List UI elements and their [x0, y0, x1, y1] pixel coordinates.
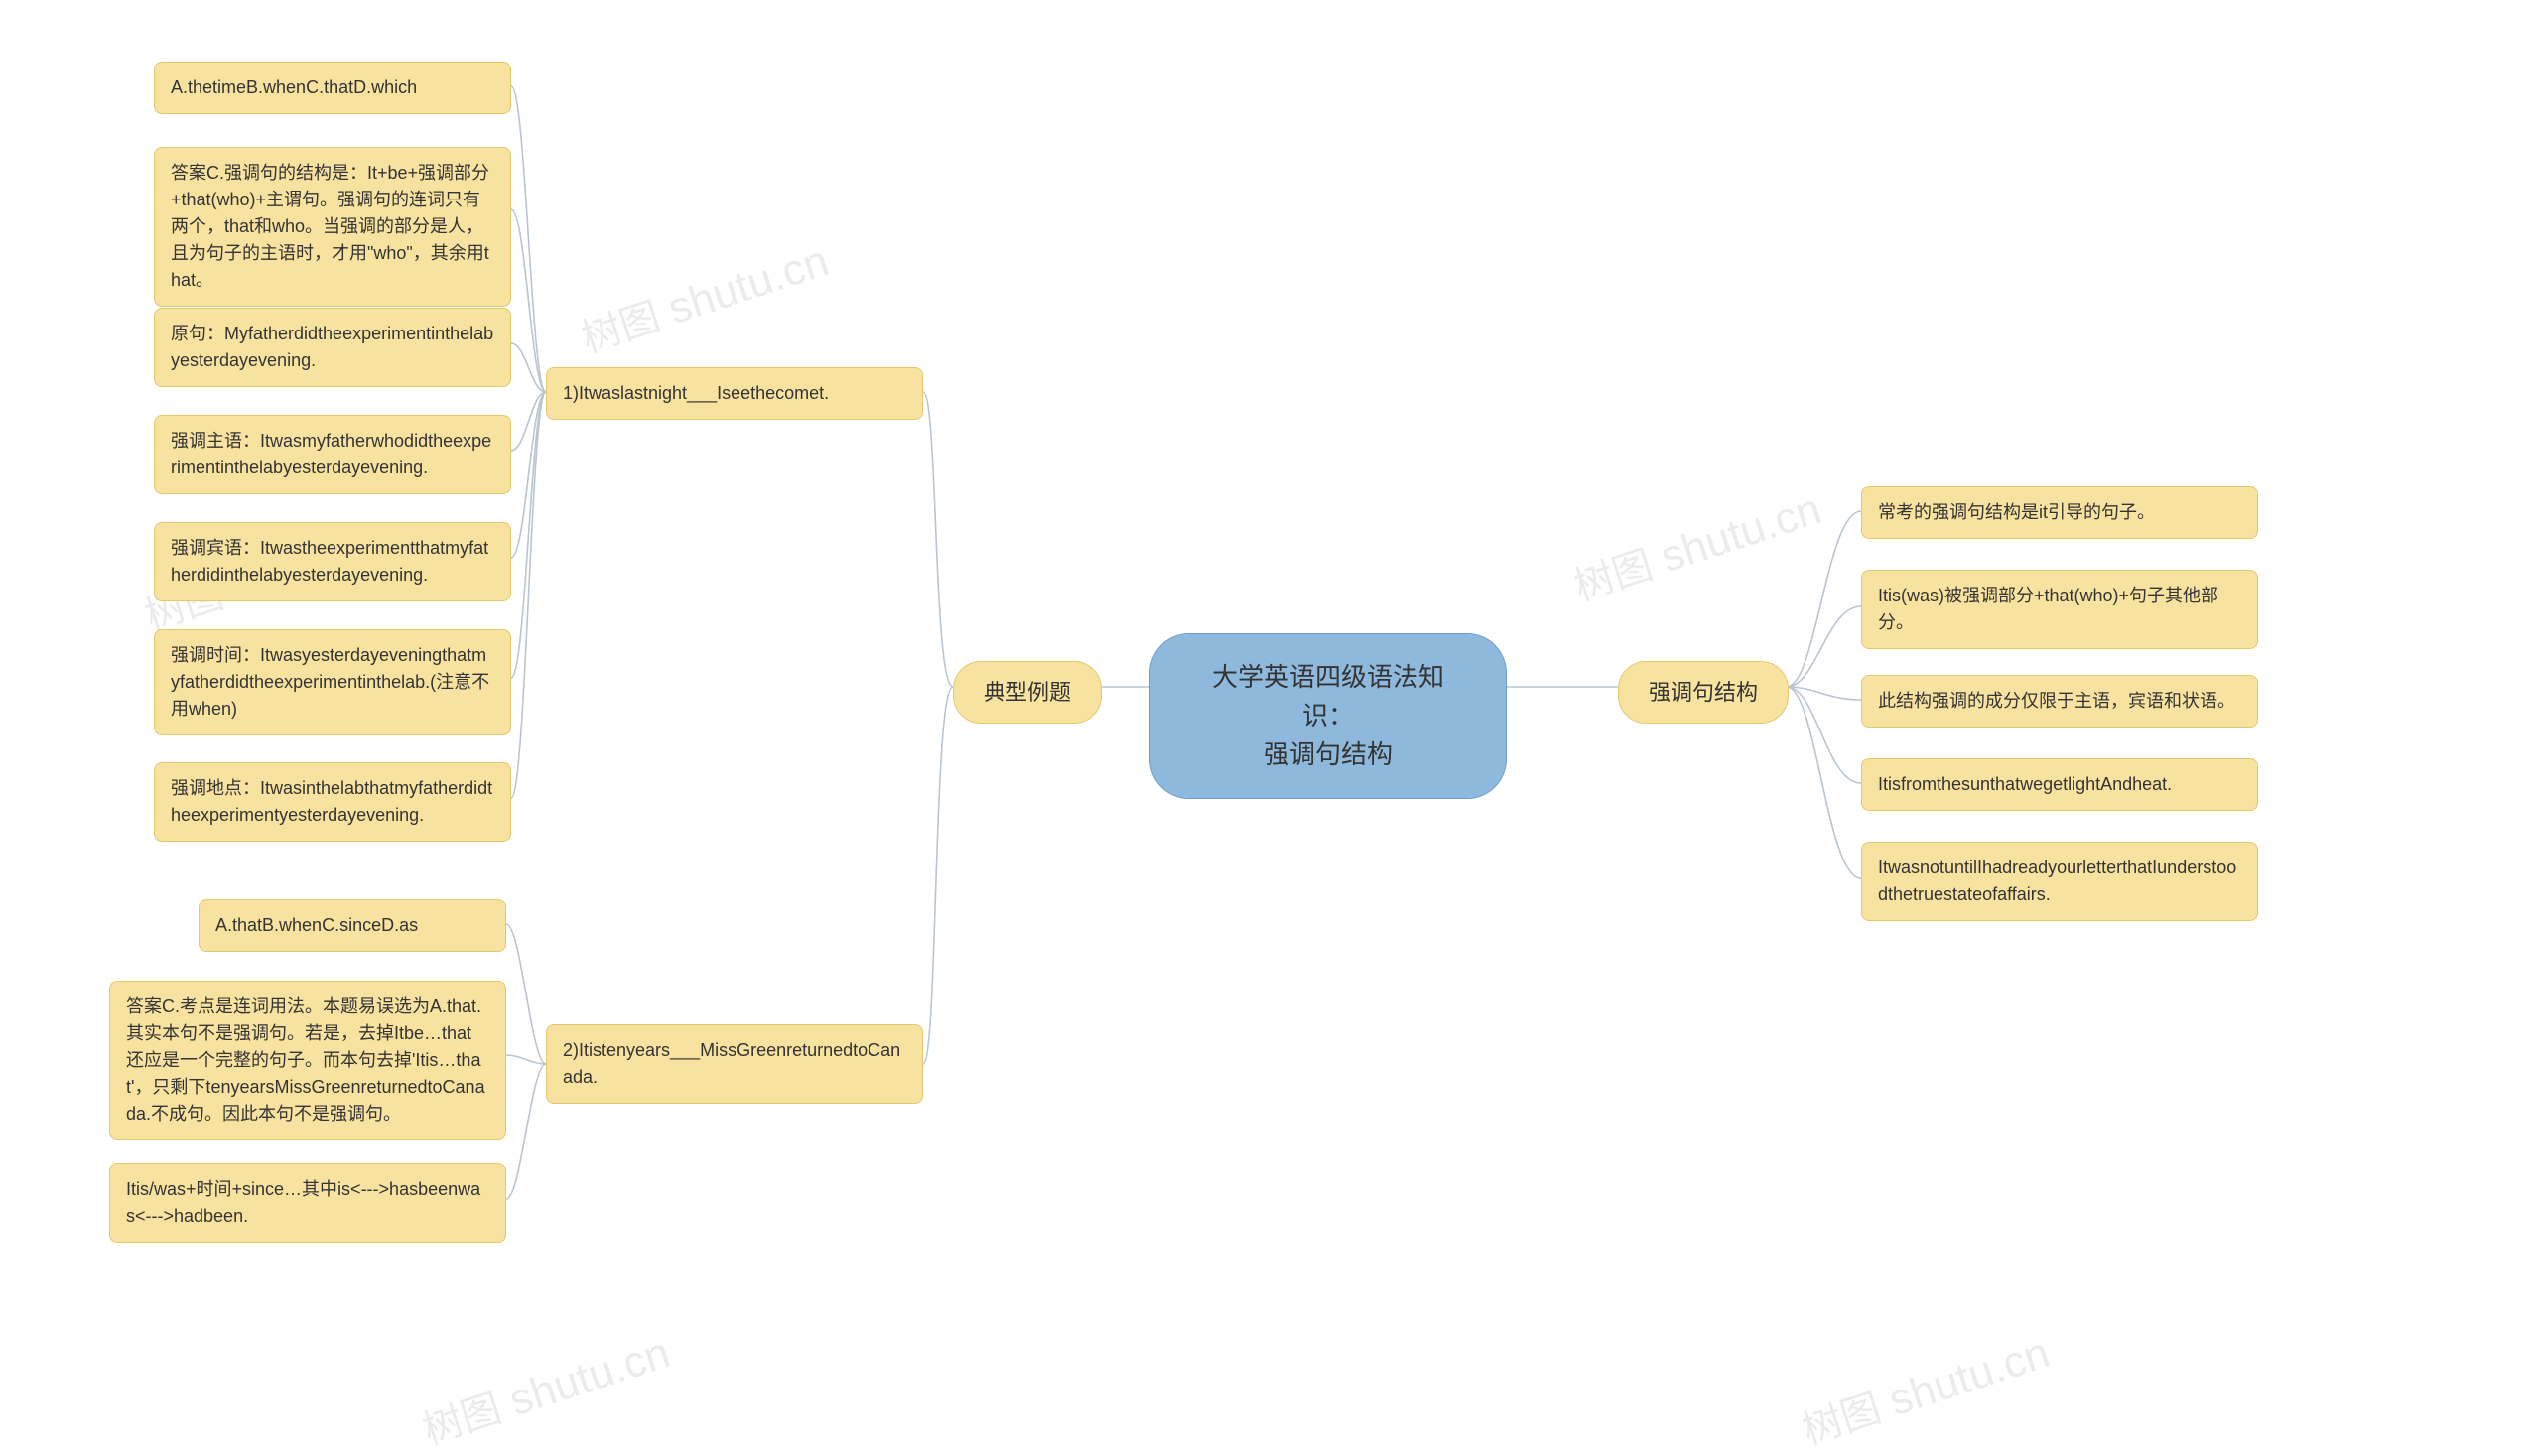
- q1-child: A.thetimeB.whenC.thatD.which: [154, 62, 511, 114]
- q1-child: 原句：Myfatherdidtheexperimentinthelabyeste…: [154, 308, 511, 387]
- q1-child: 强调地点：Itwasinthelabthatmyfatherdidtheexpe…: [154, 762, 511, 842]
- branch-examples: 典型例题: [953, 661, 1102, 724]
- q2-child: 答案C.考点是连词用法。本题易误选为A.that.其实本句不是强调句。若是，去掉…: [109, 981, 506, 1140]
- q2-node: 2)Itistenyears___MissGreenreturnedtoCana…: [546, 1024, 923, 1104]
- watermark: 树图 shutu.cn: [414, 1321, 676, 1455]
- right-item: ItwasnotuntilIhadreadyourletterthatIunde…: [1861, 842, 2258, 921]
- right-item: Itis(was)被强调部分+that(who)+句子其他部分。: [1861, 570, 2258, 649]
- q1-child: 强调时间：Itwasyesterdayeveningthatmyfatherdi…: [154, 629, 511, 735]
- branch-structure: 强调句结构: [1618, 661, 1789, 724]
- right-item: 常考的强调句结构是it引导的句子。: [1861, 486, 2258, 539]
- q1-child: 强调主语：Itwasmyfatherwhodidtheexperimentint…: [154, 415, 511, 494]
- q1-child: 答案C.强调句的结构是：It+be+强调部分+that(who)+主谓句。强调句…: [154, 147, 511, 307]
- watermark: 树图 shutu.cn: [573, 229, 835, 363]
- watermark: 树图 shutu.cn: [1794, 1321, 2056, 1455]
- q2-child: Itis/was+时间+since…其中is<--->hasbeenwas<--…: [109, 1163, 506, 1243]
- right-item: 此结构强调的成分仅限于主语，宾语和状语。: [1861, 675, 2258, 728]
- q1-child: 强调宾语：Itwastheexperimentthatmyfatherdidin…: [154, 522, 511, 601]
- right-item: ItisfromthesunthatwegetlightAndheat.: [1861, 758, 2258, 811]
- root-title-line2: 强调句结构: [1190, 735, 1466, 774]
- watermark: 树图 shutu.cn: [1565, 477, 1827, 611]
- q1-node: 1)Itwaslastnight___Iseethecomet.: [546, 367, 923, 420]
- root-node: 大学英语四级语法知识： 强调句结构: [1149, 633, 1507, 799]
- q2-child: A.thatB.whenC.sinceD.as: [199, 899, 506, 952]
- root-title-line1: 大学英语四级语法知识：: [1190, 658, 1466, 735]
